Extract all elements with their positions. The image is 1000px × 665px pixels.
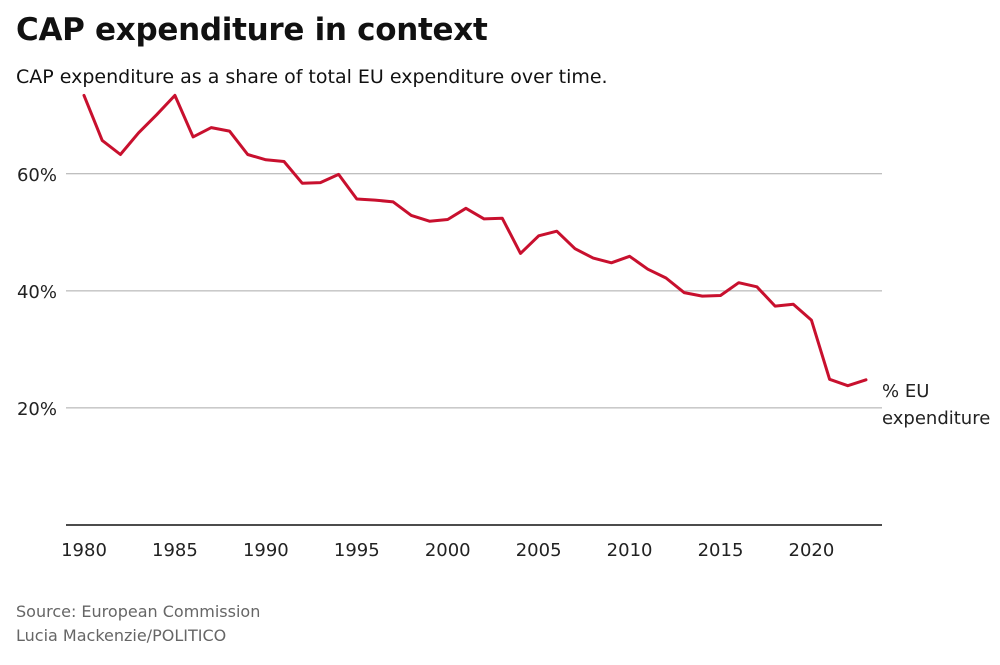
x-tick-label: 1985 — [152, 540, 198, 561]
x-tick-label: 1990 — [243, 540, 289, 561]
source-note: Source: European Commission — [16, 602, 261, 621]
footer: Source: European Commission Lucia Macken… — [16, 600, 260, 648]
x-tick-label: 2000 — [425, 540, 471, 561]
chart-subtitle: CAP expenditure as a share of total EU e… — [16, 66, 608, 88]
series-label-line: % EU — [882, 381, 929, 402]
chart-title: CAP expenditure in context — [16, 12, 488, 48]
x-tick-label: 1995 — [334, 540, 380, 561]
y-tick-label: 40% — [17, 282, 57, 303]
series-label: % EU expenditure — [882, 381, 990, 429]
x-tick-label: 2020 — [789, 540, 835, 561]
x-tick-label: 2005 — [516, 540, 562, 561]
x-tick-label: 2015 — [698, 540, 744, 561]
y-axis-tick-labels: 20% 40% 60% — [17, 165, 57, 420]
series-line-eu-expenditure — [82, 93, 868, 388]
line-chart: 20% 40% 60% 1980 1985 1990 1995 2000 2005 2010 20… — [17, 93, 990, 561]
y-tick-label: 20% — [17, 399, 57, 420]
x-tick-label: 1980 — [61, 540, 107, 561]
series-label-line: expenditure — [882, 408, 990, 429]
x-tick-label: 2010 — [607, 540, 653, 561]
y-tick-label: 60% — [17, 165, 57, 186]
gridlines — [66, 173, 882, 409]
x-axis-tick-labels: 1980 1985 1990 1995 2000 2005 2010 2015 2020 — [61, 540, 834, 561]
credit-note: Lucia Mackenzie/POLITICO — [16, 626, 227, 645]
